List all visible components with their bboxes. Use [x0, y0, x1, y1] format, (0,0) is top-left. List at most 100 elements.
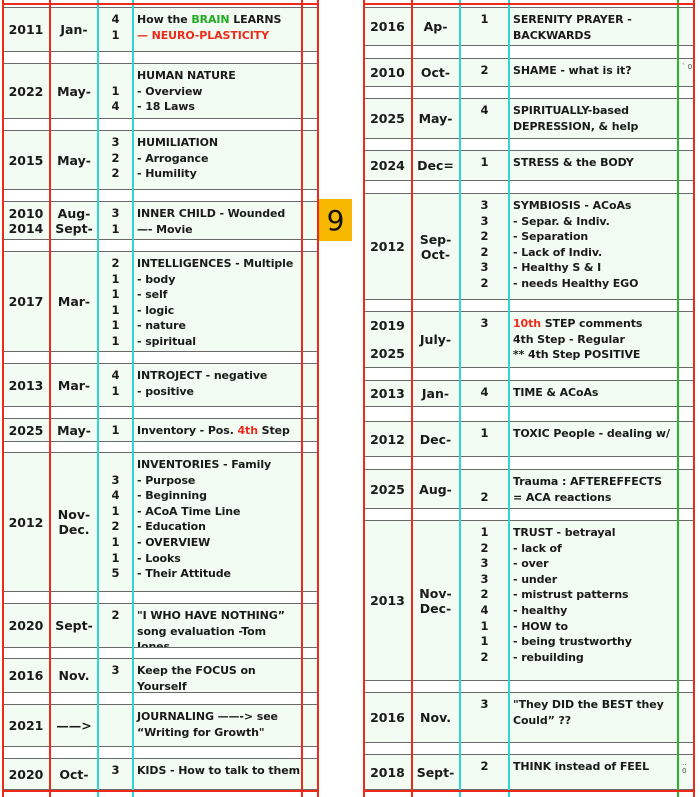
count-cell: 2 — [460, 470, 509, 508]
year: 2013 — [8, 377, 44, 393]
topic-line: - mistrust patterns — [513, 587, 677, 603]
month: May- — [57, 83, 91, 99]
table-row[interactable]: 2012 Dec- 1 TOXIC People - dealing w/ — [364, 421, 693, 457]
count: 1 — [480, 155, 489, 169]
count: 3 — [480, 198, 489, 212]
table-row[interactable]: 2016 Nov. 3 "They DID the BEST they Could” ?… — [364, 692, 693, 743]
table-row[interactable]: 2012 Nov- Dec. 3 4 1 2 1 1 5 INVENTORIES - Family -… — [2, 452, 318, 592]
year: 2011 — [8, 22, 44, 37]
month-cell: Aug- — [411, 470, 460, 508]
column-divider — [363, 0, 365, 797]
count: 4 — [480, 103, 489, 117]
month-cell: Mar- — [50, 364, 98, 406]
table-row[interactable]: 2010 Oct- 2 SHAME - what is it? ` 0 — [364, 58, 693, 87]
table-row[interactable]: 2013 Nov- Dec- 1 2 3 3 2 4 1 1 2 TRUST - betrayal - l… — [364, 520, 693, 681]
table-row[interactable]: 2017 Mar- 2 1 1 1 1 1 INTELLIGENCES - Multiple - … — [2, 251, 318, 352]
topic-line: INTELLIGENCES - Multiple — [137, 256, 302, 272]
month-cell: Ap- — [411, 8, 460, 45]
month-cell: Nov- Dec- — [411, 521, 460, 680]
month: Aug- — [57, 205, 91, 221]
table-border — [363, 3, 695, 5]
count: 3 — [480, 556, 489, 571]
table-row[interactable]: 2016 Nov. 3 Keep the FOCUS on Yourself — [2, 658, 318, 693]
count: 2 — [480, 63, 489, 77]
count: 2 — [480, 275, 489, 290]
month: Mar- — [57, 377, 91, 393]
topic-text: SPIRITUALLY-based — [513, 104, 629, 117]
column-divider — [132, 0, 134, 797]
table-row[interactable]: 2020 Sept- 2 "I WHO HAVE NOTHING” song evalu… — [2, 603, 318, 648]
year-cell: 2019 2025 — [364, 312, 411, 367]
column-divider — [508, 0, 510, 797]
topic-text: - logic — [137, 303, 175, 317]
table-row[interactable]: 2018 Sept- 2 THINK instead of FEEL .. 0 — [364, 754, 693, 790]
topic-text: Trauma : AFTEREFFECTS — [513, 475, 662, 488]
table-row[interactable]: 2011 Jan- 4 1 How the BRAIN LEARNS — NEURO-PL… — [2, 7, 318, 52]
table-row[interactable]: 2025 May- 1 Inventory - Pos. 4th Step — [2, 418, 318, 442]
year-cell: 2024 — [364, 151, 411, 180]
year-cell: 2012 — [364, 194, 411, 299]
month: Sept- — [55, 618, 93, 633]
count: 3 — [480, 316, 489, 330]
topic-line: JOURNALING ——-> see — [137, 709, 302, 725]
topic-text: KIDS - How to talk to them — [137, 764, 300, 777]
table-row[interactable]: 2013 Mar- 4 1 INTROJECT - negative - positive — [2, 363, 318, 407]
year-cell: 2013 — [364, 521, 411, 680]
count: 3 — [111, 663, 120, 677]
table-row[interactable]: 2016 Ap- 1 SERENITY PRAYER - BACKWARDS — [364, 7, 693, 46]
topic-line: TRUST - betrayal — [513, 525, 677, 541]
table-row[interactable]: 2025 May- 4 SPIRITUALLY-based DEPRESSION, & … — [364, 98, 693, 139]
year-cell: 2010 — [364, 59, 411, 86]
topic-text: JOURNALING ——-> see — [137, 710, 278, 723]
topic-cell: TOXIC People - dealing w/ — [509, 422, 677, 456]
table-row[interactable]: 2010 2014 Aug- Sept- 3 1 INNER CHILD - Wounded… — [2, 201, 318, 240]
table-row[interactable]: 2025 Aug- 2 Trauma : AFTEREFFECTS = ACA reac… — [364, 469, 693, 509]
topic-line: Could” ?? — [513, 713, 677, 729]
table-row[interactable]: 2020 Oct- 3 KIDS - How to talk to them — [2, 758, 318, 790]
count: 3 — [111, 135, 120, 149]
topic-text: STRESS & the BODY — [513, 156, 634, 169]
table-row[interactable]: 2022 May- 1 4 HUMAN NATURE - Overview - 18 Law… — [2, 63, 318, 119]
count-cell: 2 — [98, 604, 133, 647]
month: Oct- — [420, 65, 451, 80]
count: 3 — [480, 213, 489, 228]
topic-text: - Overview — [137, 84, 203, 98]
topic-line: SPIRITUALLY-based — [513, 103, 677, 119]
topic-line: - Healthy S & I — [513, 260, 677, 276]
table-row[interactable]: 2019 2025 July- 3 10th STEP comments 4th Step… — [364, 311, 693, 368]
topic-text: SHAME - what is it? — [513, 64, 632, 77]
month: Aug- — [419, 481, 452, 497]
table-row[interactable]: 2021 ——> JOURNALING ——-> see “Writing for G… — [2, 704, 318, 747]
month: May- — [57, 422, 91, 438]
topic-line: - Purpose — [137, 473, 302, 489]
table-row[interactable]: 2024 Dec= 1 STRESS & the BODY — [364, 150, 693, 181]
table-row[interactable]: 2013 Jan- 4 TIME & ACoAs — [364, 380, 693, 407]
count-cell: 3 — [98, 659, 133, 692]
topic-cell: STRESS & the BODY — [509, 151, 677, 180]
month: Dec- — [419, 600, 452, 616]
table-row[interactable]: 2012 Sep- Oct- 3 3 2 2 3 2 SYMBIOSIS - ACoAs - Sep… — [364, 193, 693, 300]
topic-line: - positive — [137, 384, 302, 400]
topic-text: - Education — [137, 520, 206, 534]
column-divider — [2, 0, 4, 797]
month-cell: Jan- — [50, 8, 98, 51]
year: 2025 — [370, 481, 405, 497]
count: 2 — [111, 519, 120, 534]
row-mark: ` 0 — [682, 63, 693, 71]
topic-line: - 18 Laws — [137, 99, 302, 115]
topic-text: TRUST - betrayal — [513, 526, 616, 539]
topic-line: - body — [137, 272, 302, 288]
column-divider — [317, 0, 319, 797]
year-cell: 2012 — [364, 422, 411, 456]
year-cell: 2021 — [2, 705, 50, 746]
year: 2016 — [370, 710, 405, 725]
topic-line: INVENTORIES - Family — [137, 457, 302, 473]
count: 1 — [111, 383, 120, 398]
count: 1 — [111, 423, 120, 437]
table-row[interactable]: 2015 May- 3 2 2 HUMILIATION - Arrogance - Humil… — [2, 130, 318, 190]
month-cell: May- — [50, 419, 98, 441]
topic-line: SYMBIOSIS - ACoAs — [513, 198, 677, 214]
column-divider — [693, 0, 695, 797]
